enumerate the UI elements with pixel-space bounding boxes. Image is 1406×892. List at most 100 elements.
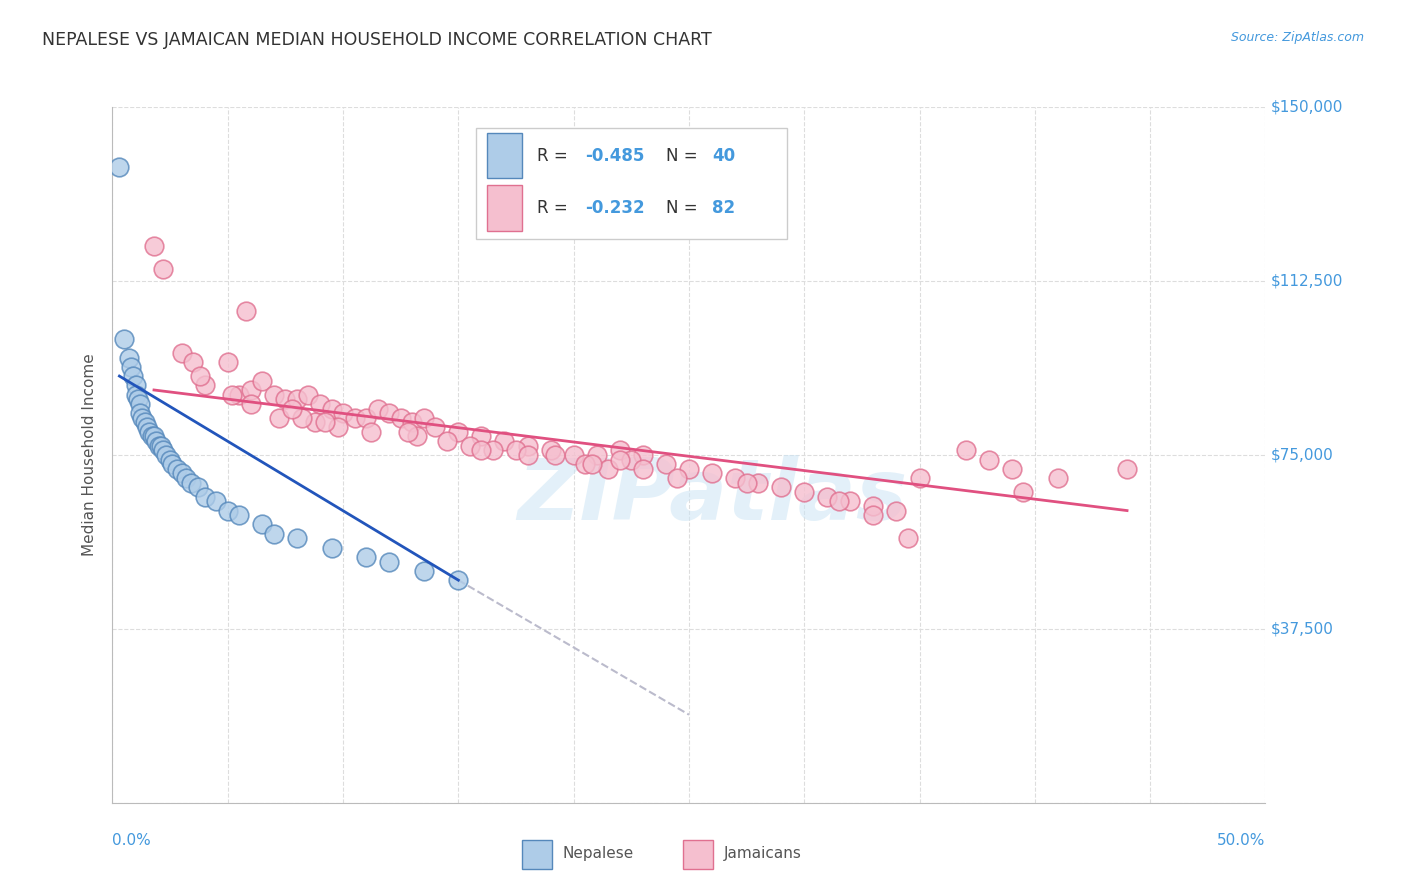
Point (263, 526, 285, 541)
Point (170, 346, 193, 360)
Point (285, 392, 308, 407)
Point (839, 494, 862, 508)
Y-axis label: Median Household Income: Median Household Income (82, 353, 97, 557)
Point (149, 439, 172, 453)
Point (285, 532, 308, 546)
Point (412, 410, 434, 425)
Point (108, 161, 131, 175)
Point (267, 410, 290, 425)
Point (678, 462, 700, 476)
Point (187, 480, 209, 494)
Point (977, 452, 1000, 467)
Point (389, 410, 412, 425)
Point (127, 392, 149, 407)
Point (540, 443, 562, 458)
Point (228, 387, 250, 401)
Point (1001, 462, 1024, 476)
FancyBboxPatch shape (522, 839, 551, 869)
Point (955, 443, 977, 458)
Point (194, 490, 217, 504)
Point (735, 475, 758, 490)
Text: 40: 40 (711, 147, 735, 165)
Point (274, 392, 297, 407)
Point (152, 443, 174, 458)
Point (136, 420, 159, 434)
Point (304, 416, 326, 430)
Text: -0.232: -0.232 (585, 199, 645, 217)
Point (631, 462, 654, 476)
Point (886, 503, 908, 517)
Point (401, 416, 423, 430)
FancyBboxPatch shape (486, 133, 522, 178)
Point (655, 457, 678, 471)
Point (145, 434, 167, 448)
Point (343, 410, 366, 425)
Point (180, 475, 202, 490)
Point (297, 387, 319, 401)
Point (581, 457, 603, 471)
Point (609, 452, 631, 467)
Point (666, 471, 689, 485)
Point (134, 416, 156, 430)
Point (129, 397, 152, 411)
Point (138, 425, 160, 439)
Point (194, 378, 217, 392)
Point (112, 332, 135, 346)
Point (281, 401, 304, 416)
Point (396, 425, 419, 439)
Point (235, 304, 257, 318)
Point (188, 369, 211, 384)
Text: R =: R = (537, 199, 572, 217)
Point (747, 475, 769, 490)
Point (354, 549, 377, 564)
Point (141, 429, 163, 443)
Point (239, 383, 262, 397)
Text: -0.485: -0.485 (585, 147, 644, 165)
Point (425, 420, 447, 434)
Point (155, 448, 177, 462)
Point (447, 425, 470, 439)
Text: Jamaicans: Jamaicans (724, 847, 801, 861)
Point (166, 462, 188, 476)
FancyBboxPatch shape (683, 839, 713, 869)
Point (228, 508, 250, 523)
Point (828, 494, 851, 508)
Point (263, 387, 285, 401)
Point (1012, 485, 1035, 500)
Text: $150,000: $150,000 (1271, 100, 1344, 114)
Point (700, 467, 723, 481)
Point (862, 508, 884, 523)
Point (458, 439, 481, 453)
Point (516, 448, 538, 462)
Point (793, 485, 815, 500)
FancyBboxPatch shape (486, 186, 522, 230)
Point (482, 443, 505, 458)
Point (148, 439, 170, 453)
Point (436, 434, 458, 448)
Point (131, 410, 153, 425)
Point (470, 429, 492, 443)
Point (1116, 462, 1139, 476)
Point (609, 443, 631, 458)
Text: Source: ZipAtlas.com: Source: ZipAtlas.com (1230, 31, 1364, 45)
Point (309, 397, 332, 411)
Point (129, 406, 152, 420)
Point (516, 439, 538, 453)
Text: ZIPatlas: ZIPatlas (517, 455, 907, 538)
Point (321, 541, 343, 555)
Point (143, 429, 166, 443)
Point (562, 448, 585, 462)
Point (120, 359, 142, 374)
Point (505, 443, 527, 458)
Text: N =: N = (666, 147, 703, 165)
Point (815, 490, 838, 504)
Point (290, 410, 312, 425)
Text: 82: 82 (711, 199, 735, 217)
Point (470, 443, 492, 458)
Text: $75,000: $75,000 (1271, 448, 1334, 462)
Point (170, 467, 193, 481)
Point (143, 239, 166, 253)
Point (447, 573, 470, 587)
Point (354, 410, 377, 425)
Text: 50.0%: 50.0% (1218, 833, 1265, 848)
